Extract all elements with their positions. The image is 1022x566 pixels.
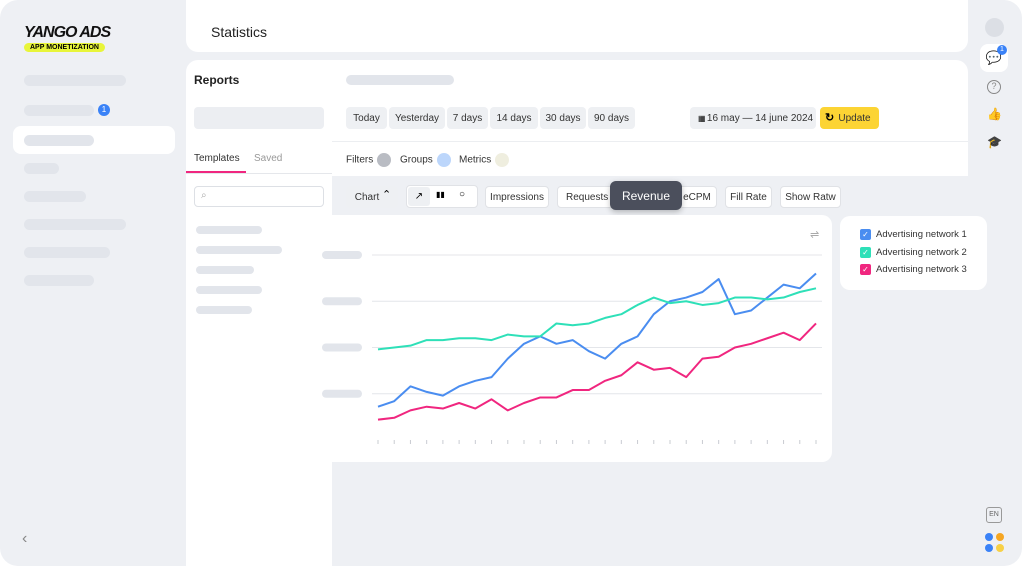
refresh-icon: ↻ [825, 112, 835, 124]
filters-label[interactable]: Filters [346, 153, 392, 167]
legend-checkbox[interactable]: ✓ [860, 246, 871, 258]
metrics-label[interactable]: Metrics [459, 153, 510, 167]
period-button[interactable]: 30 days [540, 107, 586, 129]
nav-item[interactable] [24, 247, 110, 258]
line-view[interactable]: ↗ [408, 187, 430, 206]
update-button[interactable]: Update [820, 107, 879, 129]
legend-item[interactable]: ✓ Advertising network 2 [860, 244, 987, 262]
legend-item[interactable]: ✓ Advertising network 3 [860, 261, 987, 279]
pie-view[interactable]: ○ [459, 189, 466, 200]
learn-icon[interactable]: 🎓 [987, 135, 1002, 149]
tab-underline [186, 171, 246, 173]
help-icon[interactable]: ? [987, 80, 1001, 94]
legend-label: Advertising network 1 [876, 229, 967, 241]
metric-button[interactable]: Show Ratw [780, 186, 841, 208]
select[interactable] [194, 107, 324, 129]
toggle [436, 153, 451, 167]
series-line [377, 272, 817, 408]
chart-card [332, 215, 832, 462]
search[interactable]: ⌕ [194, 186, 324, 207]
list-item [196, 226, 262, 234]
divider [186, 173, 332, 174]
list-item [196, 286, 262, 294]
app-icon[interactable] [996, 544, 1004, 552]
date-range[interactable]: 16 may — 14 june 2024 [690, 107, 816, 129]
logo: YANGO ADS [24, 24, 111, 41]
metric-button[interactable]: Impressions [485, 186, 549, 208]
nav-item[interactable] [24, 275, 94, 286]
series-line [377, 287, 817, 351]
legend-checkbox[interactable]: ✓ [860, 229, 871, 241]
legend: ✓ Advertising network 1 ✓ Advertising netwo… [840, 216, 987, 290]
y-tick-placeholder [322, 251, 362, 259]
tab[interactable]: Saved [254, 153, 283, 164]
page-title: Statistics [211, 24, 268, 40]
label: Filters [346, 154, 374, 166]
chart-dropdown[interactable]: Chart [346, 186, 398, 208]
collapse-icon[interactable]: ‹ [22, 530, 28, 547]
label: Metrics [459, 154, 492, 166]
legend-label: Advertising network 3 [876, 264, 967, 276]
reports-title: Reports [194, 73, 240, 87]
calendar-icon: ▦ [698, 114, 706, 123]
placeholder [346, 75, 454, 85]
tab[interactable]: Templates [194, 153, 240, 164]
logo-tag: APP MONETIZATION [24, 43, 105, 52]
legend-checkbox[interactable]: ✓ [860, 264, 871, 276]
toggle [495, 153, 510, 167]
caret: ⌃ [382, 189, 392, 201]
list-item [196, 246, 282, 254]
badge: 1 [98, 104, 110, 116]
nav-item[interactable] [24, 75, 126, 86]
list-item [196, 266, 254, 274]
y-tick-placeholder [322, 343, 362, 352]
label: Groups [400, 154, 433, 166]
groups-label[interactable]: Groups [400, 153, 451, 167]
nav-item[interactable] [24, 219, 126, 230]
nav-item[interactable] [24, 105, 94, 116]
series-line [377, 322, 817, 421]
tooltip: Revenue [610, 181, 682, 210]
y-tick-placeholder [322, 297, 362, 306]
nav-item[interactable] [24, 191, 86, 202]
toggle [377, 153, 392, 167]
y-tick-placeholder [322, 389, 362, 398]
app-icon[interactable] [985, 544, 993, 552]
period-button[interactable]: 7 days [447, 107, 488, 129]
like-icon[interactable]: 👍 [987, 107, 1002, 121]
period-button[interactable]: Today [346, 107, 387, 129]
nav-item[interactable] [24, 163, 59, 174]
divider [332, 141, 968, 142]
settings-icon[interactable]: ⇌ [810, 229, 820, 241]
metric-button[interactable]: Fill Rate [725, 186, 772, 208]
header [186, 0, 968, 52]
metric-button[interactable]: Requests [557, 186, 617, 208]
language[interactable]: EN [986, 507, 1002, 523]
app-icon[interactable] [996, 533, 1004, 541]
badge: 1 [997, 45, 1007, 55]
legend-label: Advertising network 2 [876, 246, 967, 258]
period-button[interactable]: 14 days [490, 107, 538, 129]
nav-item [24, 135, 94, 146]
list-item [196, 306, 252, 314]
avatar[interactable] [985, 18, 1004, 37]
period-button[interactable]: 90 days [588, 107, 635, 129]
bar-view[interactable]: ▮▮ [436, 190, 445, 199]
period-button[interactable]: Yesterday [389, 107, 445, 129]
app-icon[interactable] [985, 533, 993, 541]
legend-item[interactable]: ✓ Advertising network 1 [860, 226, 987, 244]
